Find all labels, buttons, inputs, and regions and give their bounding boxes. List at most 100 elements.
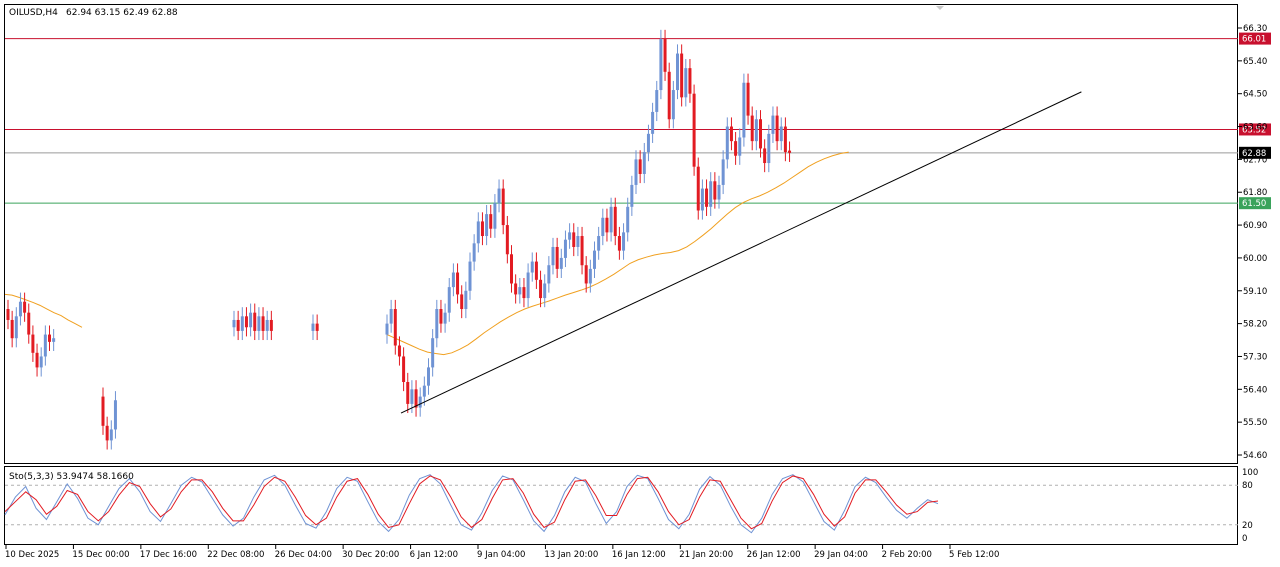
stoch-signal-line xyxy=(4,475,939,530)
candle-body xyxy=(443,312,447,324)
candle-body xyxy=(422,385,426,397)
candle-body xyxy=(713,181,717,200)
candle-body xyxy=(113,400,117,430)
candle-body xyxy=(746,82,750,116)
time-tick-label: 15 Dec 00:00 xyxy=(72,550,129,560)
chart-shift-marker-icon[interactable] xyxy=(936,6,944,10)
candle-body xyxy=(738,137,742,156)
candle-body xyxy=(497,188,501,204)
level-tag xyxy=(1239,197,1271,210)
candle-body xyxy=(663,38,667,72)
candle-body xyxy=(468,261,472,291)
candle-body xyxy=(605,217,609,233)
candle-body xyxy=(414,389,418,408)
time-tick-label: 26 Jan 12:00 xyxy=(747,550,801,560)
level-label: 62.88 xyxy=(1242,149,1266,159)
candle-body xyxy=(240,316,244,331)
candle-body xyxy=(775,115,779,142)
level-tag xyxy=(1239,146,1271,159)
indicator-panel-frame xyxy=(4,466,1238,545)
candle-body xyxy=(23,301,27,313)
level-label: 63.52 xyxy=(1242,125,1266,135)
candle-body xyxy=(385,323,389,335)
candle-body xyxy=(402,356,406,383)
price-tick-label: 54.60 xyxy=(1243,451,1267,461)
candle-body xyxy=(14,316,18,339)
candle-body xyxy=(622,232,626,251)
candle-body xyxy=(534,261,538,280)
candle-body xyxy=(489,214,493,229)
trendline[interactable] xyxy=(400,91,1082,414)
candle-body xyxy=(717,184,721,200)
candle-body xyxy=(472,243,476,262)
time-tick-label: 6 Jan 12:00 xyxy=(410,550,458,560)
candle-body xyxy=(244,316,248,328)
candle-body xyxy=(101,396,105,426)
trendline-line[interactable] xyxy=(400,91,1082,414)
candle-body xyxy=(501,188,505,226)
candle-body xyxy=(559,257,563,269)
candle-body xyxy=(505,225,509,255)
candle-body xyxy=(767,133,771,164)
candle-body xyxy=(626,206,630,233)
candle-body xyxy=(555,246,559,269)
candle-body xyxy=(397,345,401,357)
candle-body xyxy=(265,319,269,331)
stoch-tick-label: 80 xyxy=(1242,481,1253,491)
candle-body xyxy=(696,166,700,211)
time-tick-label: 22 Dec 08:00 xyxy=(207,550,264,560)
time-tick-label: 26 Dec 04:00 xyxy=(275,550,332,560)
candle-body xyxy=(655,90,659,112)
time-tick-label: 17 Dec 16:00 xyxy=(140,550,197,560)
time-tick-label: 16 Jan 12:00 xyxy=(612,550,666,560)
level-tag xyxy=(1239,32,1271,45)
ma-line xyxy=(386,151,849,356)
candle-body xyxy=(705,188,709,207)
stoch-main-line xyxy=(4,474,939,534)
price-tick-label: 65.40 xyxy=(1243,57,1267,67)
candle-body xyxy=(6,309,10,320)
candle-body xyxy=(530,261,534,273)
candle-body xyxy=(788,150,792,153)
candle-body xyxy=(27,312,31,335)
candle-body xyxy=(783,126,787,153)
candle-body xyxy=(485,214,489,237)
candle-body xyxy=(522,287,526,299)
candle-body xyxy=(311,323,315,331)
candle-body xyxy=(688,68,692,94)
symbol-title: OILUSD,H4 xyxy=(9,8,58,18)
candle-body xyxy=(48,334,51,342)
candle-body xyxy=(684,68,688,98)
candle-body xyxy=(539,279,543,299)
candle-body xyxy=(543,283,547,299)
price-tick-label: 60.90 xyxy=(1243,221,1267,231)
candle-body xyxy=(651,111,655,134)
candle-body xyxy=(601,217,605,237)
candle-body xyxy=(526,272,530,299)
candle-body xyxy=(551,246,555,266)
price-tick-label: 63.60 xyxy=(1243,123,1267,133)
candle-body xyxy=(568,232,572,240)
price-tick-label: 66.30 xyxy=(1243,24,1267,34)
moving-average xyxy=(4,151,849,356)
price-tick-label: 58.20 xyxy=(1243,320,1267,330)
candle-body xyxy=(456,272,460,295)
candle-body xyxy=(109,429,113,441)
candle-body xyxy=(418,396,422,408)
candle-body xyxy=(249,312,253,328)
candle-body xyxy=(634,159,638,185)
candle-body xyxy=(750,115,754,142)
level-label: 61.50 xyxy=(1242,199,1266,209)
candle-body xyxy=(771,115,775,134)
candle-body xyxy=(700,188,704,211)
candle-body xyxy=(43,334,47,357)
candle-body xyxy=(547,265,551,284)
candle-body xyxy=(576,236,580,247)
stoch-tick-label: 0 xyxy=(1242,534,1247,544)
candle-body xyxy=(105,425,109,441)
candle-body xyxy=(31,334,35,353)
time-tick-label: 29 Jan 04:00 xyxy=(814,550,868,560)
candle-body xyxy=(638,159,642,174)
time-tick-label: 21 Jan 20:00 xyxy=(679,550,733,560)
